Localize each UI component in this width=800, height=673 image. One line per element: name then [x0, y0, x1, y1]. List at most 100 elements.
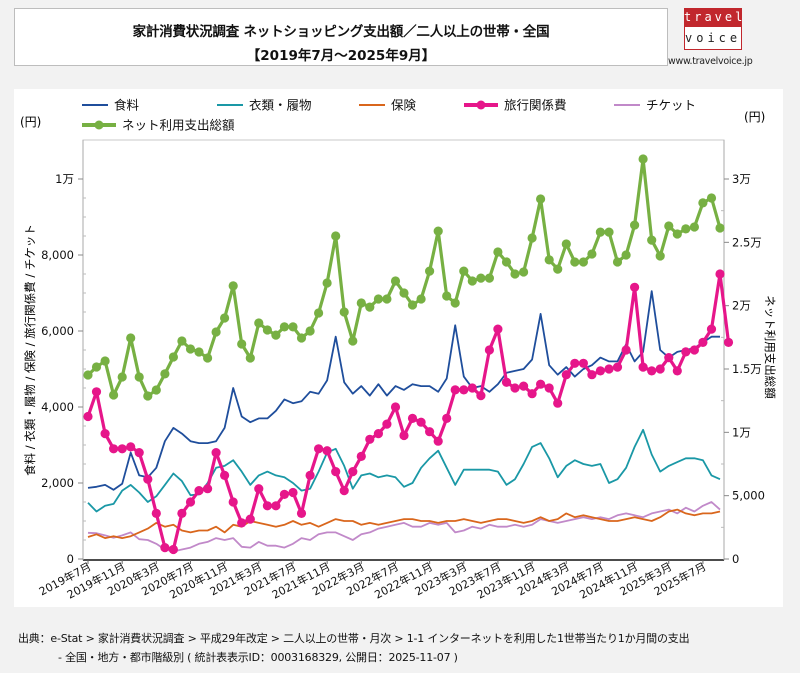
data-point: [459, 266, 469, 276]
data-point: [126, 333, 136, 343]
data-point: [390, 276, 401, 286]
data-point: [211, 327, 221, 337]
left-tick-label: 2,000: [41, 476, 74, 490]
data-point: [91, 362, 102, 372]
data-point: [220, 313, 230, 323]
data-point: [655, 251, 665, 261]
data-point: [100, 429, 110, 439]
data-point: [416, 294, 426, 304]
data-point: [476, 273, 486, 283]
data-point: [459, 385, 469, 395]
data-point: [536, 379, 546, 389]
data-point: [527, 389, 537, 399]
legend-label: 衣類・履物: [249, 98, 312, 113]
data-point: [279, 489, 289, 499]
series-3: [87, 508, 721, 540]
data-point: [254, 484, 264, 494]
data-point: [390, 402, 401, 412]
data-point: [126, 442, 136, 452]
logo-top-text: travel: [684, 8, 742, 27]
series-line: [87, 508, 721, 540]
chart-panel: 食料 衣類・履物 保険 旅行関係費 チケット ネット利用支出総額 (円) (円) 0 2,0…: [14, 89, 783, 607]
data-point: [151, 385, 161, 395]
chart-title-box: 家計消費状況調査 ネットショッピング支出額／二人以上の世帯・全国 【2019年7…: [14, 8, 668, 66]
data-point: [553, 264, 563, 274]
data-point: [689, 222, 700, 232]
data-point: [587, 370, 597, 380]
data-point: [484, 273, 494, 283]
right-tick-label: 1万: [732, 425, 751, 439]
data-point: [399, 288, 409, 298]
data-point: [279, 322, 289, 332]
right-tick-label: 2万: [732, 299, 751, 313]
data-point: [220, 470, 230, 480]
series-4: [83, 269, 734, 555]
data-point: [630, 282, 640, 292]
data-point: [305, 470, 315, 480]
source-line-1: 出典：e-Stat > 家計消費状況調査 > 平成29年改定 > 二人以上の世帯…: [18, 632, 690, 645]
legend-label: ネット利用支出総額: [122, 118, 235, 133]
data-point: [510, 269, 520, 279]
data-point: [322, 446, 332, 456]
data-point: [587, 249, 597, 259]
source-citation: 出典：e-Stat > 家計消費状況調査 > 平成29年改定 > 二人以上の世帯…: [18, 629, 690, 667]
data-point: [595, 366, 606, 376]
data-point: [527, 233, 537, 243]
data-point: [83, 370, 93, 380]
data-point: [630, 220, 640, 230]
left-tick-label: 0: [67, 552, 74, 566]
data-point: [296, 508, 307, 518]
data-point: [399, 430, 409, 441]
left-tick-label: 8,000: [41, 248, 74, 262]
data-point: [271, 330, 281, 340]
data-point: [570, 358, 580, 368]
data-point: [715, 269, 725, 279]
data-point: [305, 326, 315, 336]
data-point: [143, 474, 153, 484]
data-point: [544, 383, 554, 393]
data-point: [638, 362, 648, 372]
data-point: [151, 508, 161, 518]
series-line: [87, 428, 721, 513]
data-point: [160, 369, 170, 379]
data-point: [689, 345, 700, 355]
data-point: [672, 366, 682, 376]
data-point: [143, 391, 153, 401]
data-point: [681, 347, 691, 357]
data-point: [117, 372, 127, 382]
data-point: [425, 266, 435, 276]
data-point: [109, 390, 119, 400]
right-tick-label: 2.5万: [732, 235, 762, 249]
data-point: [519, 381, 529, 391]
left-tick-label: 4,000: [41, 400, 74, 414]
data-point: [407, 413, 418, 423]
legend-item: ネット利用支出総額: [82, 118, 235, 133]
data-point: [134, 372, 144, 382]
data-point: [467, 276, 477, 286]
data-point: [604, 364, 614, 374]
data-point: [467, 383, 477, 393]
data-point: [296, 333, 307, 343]
data-point: [177, 336, 187, 346]
logo-bottom-text: voice: [684, 27, 742, 50]
right-tick-label: 3万: [732, 172, 751, 186]
data-point: [365, 434, 375, 444]
data-point: [228, 281, 238, 291]
data-point: [578, 257, 589, 267]
data-point: [715, 223, 725, 233]
data-point: [365, 302, 375, 312]
data-point: [664, 221, 674, 231]
legend-label: 旅行関係費: [504, 98, 567, 113]
data-point: [185, 344, 196, 354]
data-point: [433, 226, 443, 236]
data-point: [407, 300, 418, 310]
chart-title: 家計消費状況調査 ネットショッピング支出額／二人以上の世帯・全国: [132, 24, 550, 40]
data-point: [262, 501, 272, 511]
data-point: [356, 451, 366, 461]
data-point: [706, 193, 717, 203]
data-point: [442, 413, 452, 423]
data-point: [271, 501, 281, 511]
logo-url: www.travelvoice.jp: [668, 56, 753, 67]
data-point: [681, 224, 691, 234]
data-point: [621, 250, 631, 260]
